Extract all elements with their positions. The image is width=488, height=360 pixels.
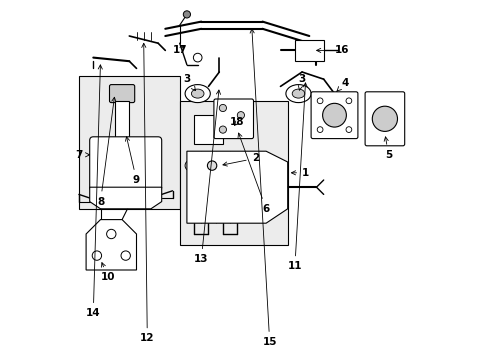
Circle shape [237,112,244,119]
Text: 10: 10 [100,263,115,282]
Text: 3: 3 [298,74,305,90]
Text: 17: 17 [172,45,186,55]
Polygon shape [194,108,244,144]
Bar [79,76,179,209]
Circle shape [185,160,196,171]
Circle shape [203,157,221,175]
Text: 11: 11 [287,83,306,271]
Polygon shape [186,151,287,223]
FancyBboxPatch shape [310,92,357,139]
Bar [179,101,287,245]
Text: 14: 14 [86,65,102,318]
Circle shape [219,104,226,112]
Circle shape [183,11,190,18]
Text: 16: 16 [316,45,348,55]
Circle shape [219,126,226,133]
Circle shape [317,98,322,104]
Circle shape [92,251,102,260]
Text: 5: 5 [384,137,391,160]
FancyBboxPatch shape [365,92,404,146]
Text: 2: 2 [223,153,258,166]
Circle shape [193,53,202,62]
Circle shape [121,251,130,260]
Bar [294,40,323,61]
Ellipse shape [292,89,304,98]
Circle shape [106,229,116,239]
FancyBboxPatch shape [213,99,253,139]
Text: 7: 7 [75,150,89,160]
Ellipse shape [285,85,310,103]
Text: 6: 6 [238,133,269,214]
Text: 4: 4 [336,78,348,91]
Ellipse shape [185,85,210,103]
Text: 1: 1 [291,168,309,178]
Text: 13: 13 [194,90,220,264]
Text: 18: 18 [229,117,244,127]
Circle shape [371,106,397,131]
Polygon shape [86,220,136,270]
Text: 9: 9 [125,137,140,185]
Bar [115,101,129,144]
Circle shape [346,98,351,104]
Circle shape [322,103,346,127]
FancyBboxPatch shape [109,85,134,103]
Text: 15: 15 [249,29,276,347]
Circle shape [207,161,216,170]
Circle shape [346,127,351,132]
Text: 8: 8 [97,97,116,207]
Polygon shape [89,187,162,209]
Ellipse shape [191,89,203,98]
FancyBboxPatch shape [89,137,162,191]
Text: 12: 12 [140,43,154,343]
Circle shape [317,127,322,132]
Text: 3: 3 [183,74,195,91]
